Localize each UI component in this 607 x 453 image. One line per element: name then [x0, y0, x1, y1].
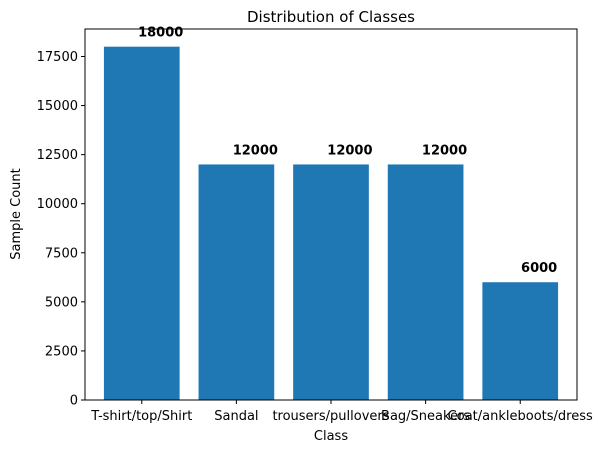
x-tick-label-1: Sandal — [214, 409, 258, 424]
y-tick-label-7: 17500 — [37, 50, 78, 65]
data-label-4: 6000 — [521, 261, 557, 276]
data-label-1: 12000 — [233, 143, 278, 158]
bar-0 — [103, 46, 180, 401]
chart-title: Distribution of Classes — [247, 8, 415, 26]
x-tick-label-3: Bag/Sneakers — [381, 409, 470, 424]
x-axis-title: Class — [314, 429, 348, 444]
x-tick-label-4: Coat/ankleboots/dress — [448, 409, 593, 424]
y-tick-label-6: 15000 — [37, 99, 78, 114]
data-label-3: 12000 — [422, 143, 467, 158]
data-label-0: 18000 — [138, 26, 183, 41]
y-tick-label-5: 12500 — [37, 148, 78, 163]
bar-3 — [387, 164, 464, 400]
y-tick-label-4: 10000 — [37, 197, 78, 212]
y-axis: 0 2500 5000 7500 10000 12500 15000 17500 — [37, 50, 85, 409]
data-labels-group: 18000 12000 12000 12000 6000 — [138, 26, 557, 277]
y-tick-label-1: 2500 — [45, 344, 78, 359]
y-axis-title: Sample Count — [9, 168, 24, 259]
y-tick-label-2: 5000 — [45, 295, 78, 310]
y-tick-label-0: 0 — [70, 394, 78, 409]
bar-4 — [482, 282, 559, 400]
bar-1 — [198, 164, 275, 400]
y-tick-label-3: 7500 — [45, 246, 78, 261]
data-label-2: 12000 — [327, 143, 372, 158]
bar-2 — [293, 164, 369, 400]
bars-group — [103, 46, 559, 401]
x-tick-label-0: T-shirt/top/Shirt — [90, 409, 192, 424]
x-axis: T-shirt/top/Shirt Sandal trousers/pullover… — [90, 400, 593, 424]
x-tick-label-2: trousers/pullovers — [272, 409, 389, 424]
